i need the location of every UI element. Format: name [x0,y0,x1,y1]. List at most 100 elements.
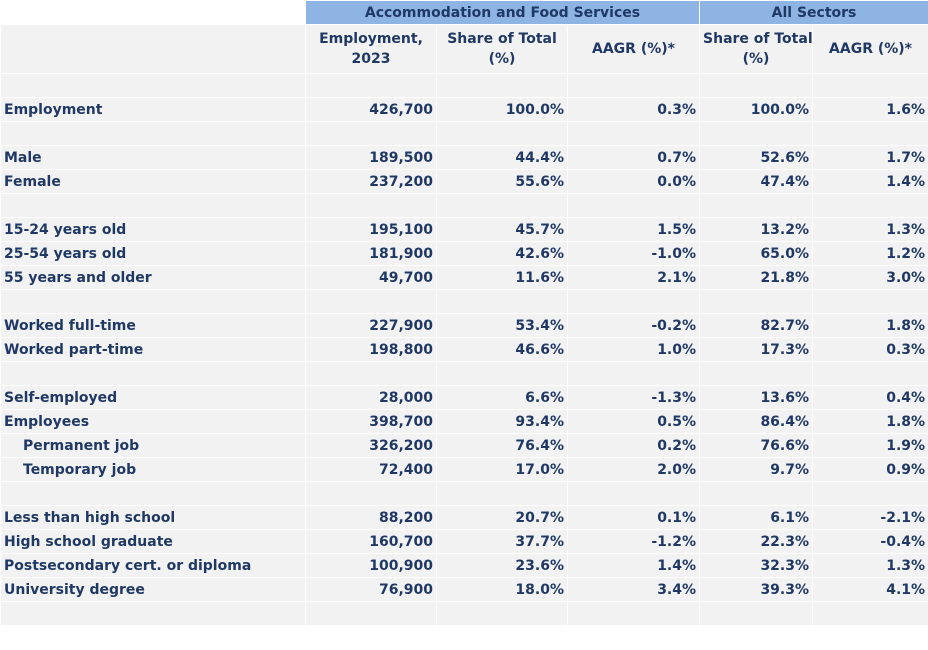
spacer-cell [812,193,928,218]
table-row: Self-employed 28,000 6.6% -1.3% 13.6% 0.4% [0,385,928,410]
share-cell: 42.6% [436,241,568,266]
row-label: 55 years and older [0,265,306,290]
employment-cell: 160,700 [305,529,437,554]
table-row: Employment 426,700 100.0% 0.3% 100.0% 1.6% [0,97,928,122]
spacer-cell [0,193,306,218]
spacer-row [0,481,928,506]
column-header-row: Employment, 2023 Share of Total (%) AAGR (… [0,24,928,74]
row-label: Female [0,169,306,194]
aagr-all-cell: -2.1% [812,505,928,530]
spacer-cell [305,601,437,626]
spacer-cell [699,121,814,146]
share-cell: 23.6% [436,553,568,578]
aagr-cell: 0.2% [566,433,701,458]
row-label: 25-54 years old [0,241,306,266]
column-header-aagr: AAGR (%)* [566,24,701,74]
table-row: 25-54 years old 181,900 42.6% -1.0% 65.0% 1.2… [0,241,928,266]
row-label: Worked part-time [0,337,306,362]
share-cell: 6.6% [436,385,568,410]
share-cell: 76.4% [436,433,568,458]
share-all-cell: 6.1% [699,505,814,530]
share-all-cell: 22.3% [699,529,814,554]
spacer-cell [436,193,568,218]
spacer-cell [0,73,306,98]
row-label: Less than high school [0,505,306,530]
table-row: Postsecondary cert. or diploma 100,900 23.… [0,553,928,578]
employment-cell: 100,900 [305,553,437,578]
employment-cell: 49,700 [305,265,437,290]
row-label: High school graduate [0,529,306,554]
spacer-cell [566,601,701,626]
aagr-all-cell: 0.3% [812,337,928,362]
spacer-cell [812,121,928,146]
aagr-cell: 0.0% [566,169,701,194]
aagr-all-cell: 1.8% [812,313,928,338]
table-row: Male 189,500 44.4% 0.7% 52.6% 1.7% [0,145,928,170]
spacer-cell [699,73,814,98]
spacer-cell [436,601,568,626]
employment-cell: 426,700 [305,97,437,122]
row-label: Postsecondary cert. or diploma [0,553,306,578]
column-header-share-all: Share of Total (%) [699,24,814,74]
aagr-cell: 0.5% [566,409,701,434]
table-row: Female 237,200 55.6% 0.0% 47.4% 1.4% [0,169,928,194]
employment-cell: 237,200 [305,169,437,194]
spacer-row [0,601,928,626]
spacer-row [0,361,928,386]
share-all-cell: 47.4% [699,169,814,194]
spacer-cell [699,481,814,506]
aagr-cell: 3.4% [566,577,701,602]
employment-cell: 227,900 [305,313,437,338]
spacer-cell [566,481,701,506]
column-header-aagr-all: AAGR (%)* [812,24,928,74]
table-row: 15-24 years old 195,100 45.7% 1.5% 13.2% 1.3% [0,217,928,242]
spacer-cell [0,361,306,386]
spacer-cell [436,121,568,146]
spacer-cell [0,601,306,626]
table-row: Worked full-time 227,900 53.4% -0.2% 82.7% 1.… [0,313,928,338]
spacer-cell [436,361,568,386]
spacer-cell [436,481,568,506]
employment-cell: 72,400 [305,457,437,482]
share-all-cell: 52.6% [699,145,814,170]
share-all-cell: 13.6% [699,385,814,410]
share-all-cell: 65.0% [699,241,814,266]
share-cell: 53.4% [436,313,568,338]
aagr-cell: 1.4% [566,553,701,578]
row-label: Self-employed [0,385,306,410]
employment-cell: 76,900 [305,577,437,602]
row-label: Employees [0,409,306,434]
share-cell: 37.7% [436,529,568,554]
group-header-row: Accommodation and Food Services All Sect… [0,0,928,25]
spacer-cell [566,73,701,98]
spacer-cell [305,193,437,218]
share-all-cell: 9.7% [699,457,814,482]
row-label: Employment [0,97,306,122]
row-label: University degree [0,577,306,602]
aagr-cell: -0.2% [566,313,701,338]
share-cell: 11.6% [436,265,568,290]
share-all-cell: 86.4% [699,409,814,434]
table-row: High school graduate 160,700 37.7% -1.2% 22.… [0,529,928,554]
share-all-cell: 32.3% [699,553,814,578]
spacer-cell [812,289,928,314]
spacer-cell [0,289,306,314]
spacer-cell [566,121,701,146]
spacer-row [0,193,928,218]
share-all-cell: 17.3% [699,337,814,362]
column-header-share: Share of Total (%) [436,24,568,74]
share-cell: 45.7% [436,217,568,242]
employment-cell: 326,200 [305,433,437,458]
share-cell: 46.6% [436,337,568,362]
spacer-cell [812,361,928,386]
share-cell: 17.0% [436,457,568,482]
column-header-employment: Employment, 2023 [305,24,437,74]
aagr-cell: 0.3% [566,97,701,122]
spacer-row [0,73,928,98]
row-label: Temporary job [0,457,306,482]
row-label: 15-24 years old [0,217,306,242]
spacer-cell [436,289,568,314]
spacer-cell [699,361,814,386]
table-row: 55 years and older 49,700 11.6% 2.1% 21.8% 3.… [0,265,928,290]
aagr-all-cell: 1.3% [812,553,928,578]
